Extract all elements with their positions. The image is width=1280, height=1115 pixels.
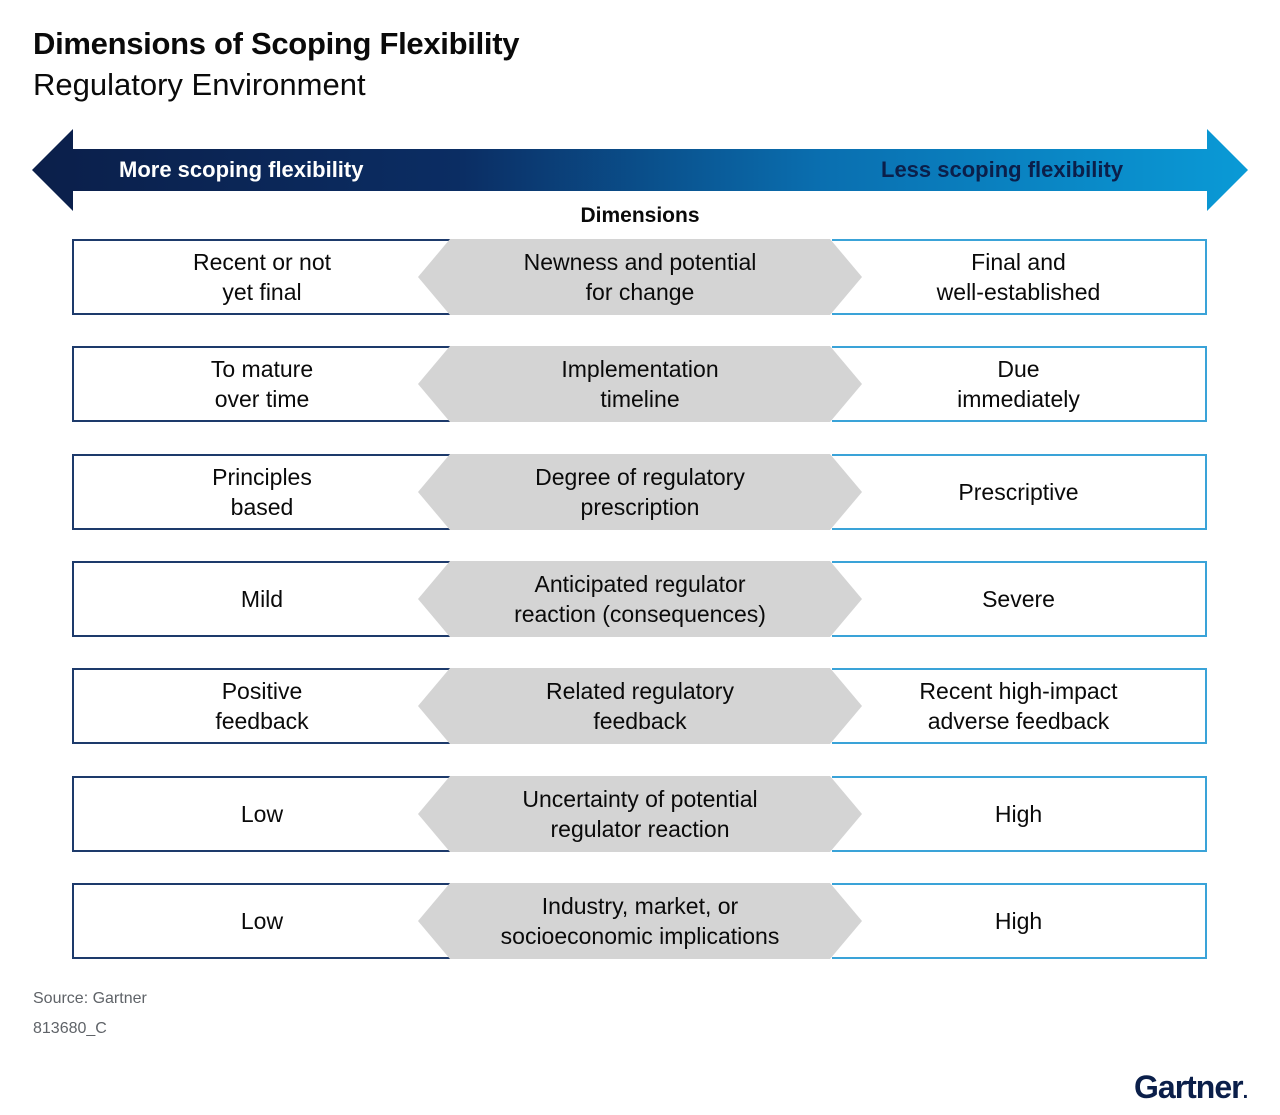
dimensions-header: Dimensions (580, 204, 700, 227)
less-flexibility-label: Less scoping flexibility (881, 157, 1124, 182)
less-flexibility-cell: Due immediately (832, 346, 1207, 422)
dimension-row: Low High Uncertainty of potential regulato… (72, 776, 1207, 852)
dimension-shape (418, 776, 862, 852)
less-flexibility-cell: High (832, 776, 1207, 852)
dimension-row: Recent or not yet final Final and well-es… (72, 239, 1207, 315)
more-flexibility-cell: Low (72, 883, 450, 959)
dimension-row: Principles based Prescriptive Degree of re… (72, 454, 1207, 530)
dimension-label: Industry, market, or socioeconomic impli… (500, 893, 780, 949)
dimension-shape (418, 346, 862, 422)
dimension-shape (418, 883, 862, 959)
page-title: Dimensions of Scoping Flexibility (33, 26, 520, 61)
less-flexibility-cell: Prescriptive (832, 454, 1207, 530)
dimension-label: Uncertainty of potential regulator react… (522, 786, 758, 842)
less-flexibility-cell: Severe (832, 561, 1207, 637)
more-flexibility-cell: Principles based (72, 454, 450, 530)
more-flexibility-cell: Recent or not yet final (72, 239, 450, 315)
dimension-shape (418, 561, 862, 637)
dimension-row: Positive feedback Recent high-impact adve… (72, 668, 1207, 744)
dimension-label: Anticipated regulator reaction (conseque… (514, 571, 766, 627)
page-subtitle: Regulatory Environment (33, 67, 366, 102)
dimension-label: Implementation timeline (561, 356, 719, 412)
dimension-label: Newness and potential for change (523, 249, 757, 305)
dimension-shape (418, 239, 862, 315)
dimension-row: Mild Severe Anticipated regulator reaction… (72, 561, 1207, 637)
flexibility-arrow (32, 129, 1248, 211)
less-flexibility-cell: Recent high-impact adverse feedback (832, 668, 1207, 744)
figure-id: 813680_C (33, 1020, 107, 1037)
dimension-label: Degree of regulatory prescription (535, 464, 745, 520)
more-flexibility-cell: Low (72, 776, 450, 852)
less-flexibility-cell: High (832, 883, 1207, 959)
dimension-shape (418, 668, 862, 744)
gartner-logo: Gartner. (1134, 1069, 1248, 1105)
dimension-label: Related regulatory feedback (546, 678, 734, 734)
source-note: Source: Gartner (33, 990, 147, 1007)
more-flexibility-label: More scoping flexibility (119, 157, 364, 182)
more-flexibility-cell: Positive feedback (72, 668, 450, 744)
dimension-shape (418, 454, 862, 530)
dimension-row: To mature over time Due immediately Implem… (72, 346, 1207, 422)
more-flexibility-cell: To mature over time (72, 346, 450, 422)
dimension-row: Low High Industry, market, or socioeconomi… (72, 883, 1207, 959)
less-flexibility-cell: Final and well-established (832, 239, 1207, 315)
more-flexibility-cell: Mild (72, 561, 450, 637)
